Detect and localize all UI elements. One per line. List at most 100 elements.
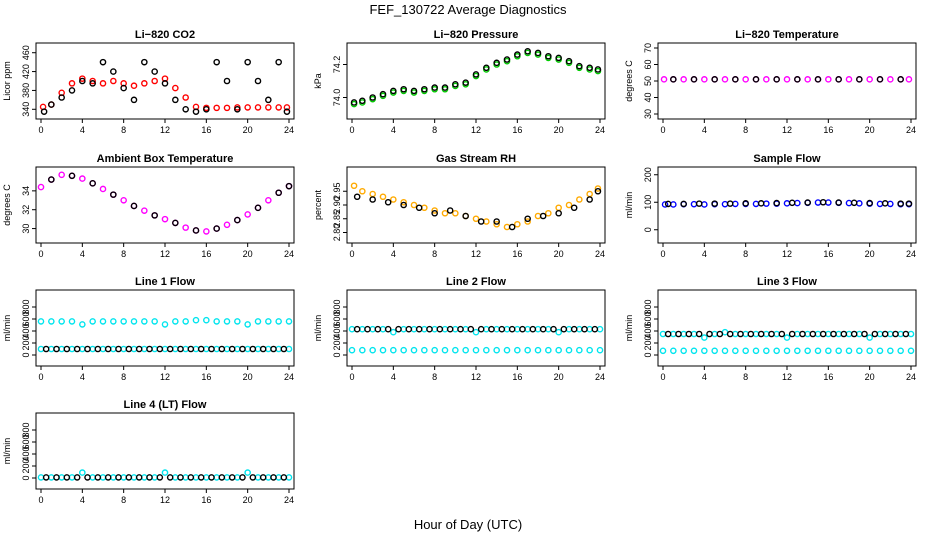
data-point bbox=[835, 330, 842, 338]
data-point bbox=[845, 330, 853, 338]
data-point bbox=[695, 330, 703, 338]
data-point bbox=[223, 318, 231, 325]
data-point bbox=[534, 346, 542, 354]
data-point bbox=[788, 330, 796, 338]
data-point bbox=[141, 58, 148, 66]
data-point bbox=[203, 105, 210, 113]
data-point bbox=[42, 345, 50, 353]
data-point bbox=[659, 330, 667, 338]
data-point bbox=[400, 325, 407, 333]
data-point bbox=[68, 318, 76, 325]
x-tick-label: 20 bbox=[554, 372, 564, 382]
data-point bbox=[40, 108, 48, 115]
data-point bbox=[446, 325, 454, 333]
data-point bbox=[104, 345, 112, 353]
data-point bbox=[182, 318, 189, 325]
data-point bbox=[156, 474, 164, 481]
data-point bbox=[348, 346, 356, 354]
data-point bbox=[825, 76, 832, 83]
data-point bbox=[866, 76, 873, 83]
data-point bbox=[747, 330, 755, 338]
data-point bbox=[130, 96, 138, 104]
series-2 bbox=[348, 346, 604, 354]
data-point bbox=[721, 347, 729, 355]
data-point bbox=[239, 474, 246, 481]
data-point bbox=[275, 474, 282, 481]
data-point bbox=[441, 346, 449, 354]
y-axis-label: degrees C bbox=[2, 184, 12, 226]
data-point bbox=[680, 76, 687, 83]
y-tick-label: 200 bbox=[21, 335, 31, 350]
data-point bbox=[135, 474, 143, 481]
y-tick-label: 200 bbox=[643, 335, 653, 350]
figure-title: FEF_130722 Average Diagnostics bbox=[369, 2, 567, 17]
x-tick-label: 24 bbox=[906, 249, 916, 259]
x-tick-label: 0 bbox=[349, 372, 354, 382]
data-point bbox=[757, 330, 765, 338]
data-point bbox=[897, 200, 904, 207]
y-tick-label: 32 bbox=[21, 205, 31, 215]
data-point bbox=[89, 345, 96, 353]
data-point bbox=[254, 474, 262, 481]
data-point bbox=[483, 218, 490, 225]
data-point bbox=[462, 346, 469, 354]
data-point bbox=[441, 325, 449, 333]
y-tick-label: 800 bbox=[21, 422, 31, 437]
data-point bbox=[239, 345, 246, 353]
data-point bbox=[819, 330, 827, 338]
panel-title: Ambient Box Temperature bbox=[97, 153, 234, 165]
data-point bbox=[488, 325, 495, 333]
y-tick-label: 800 bbox=[643, 299, 653, 314]
panel-8: Line 2 Flow ml/min 0 4 8 12 16 20 24 0 20040060080… bbox=[313, 276, 606, 382]
data-point bbox=[99, 80, 107, 87]
data-point bbox=[472, 346, 480, 354]
data-point bbox=[519, 325, 526, 333]
data-point bbox=[223, 345, 231, 353]
data-point bbox=[410, 346, 418, 354]
data-point bbox=[436, 325, 444, 333]
x-tick-label: 4 bbox=[80, 495, 85, 505]
data-point bbox=[151, 345, 158, 353]
x-tick-label: 8 bbox=[432, 249, 437, 259]
data-point bbox=[390, 196, 397, 203]
data-point bbox=[120, 345, 127, 353]
data-point bbox=[472, 71, 480, 78]
data-point bbox=[783, 334, 791, 341]
data-point bbox=[42, 474, 50, 481]
y-tick-label: 0 bbox=[332, 352, 342, 357]
data-point bbox=[814, 347, 822, 355]
y-tick-label: 600 bbox=[332, 311, 342, 326]
data-point bbox=[79, 321, 86, 328]
data-point bbox=[819, 198, 827, 206]
data-point bbox=[187, 345, 195, 353]
data-point bbox=[534, 212, 542, 220]
panel-9: Line 3 Flow ml/min 0 4 8 12 16 20 24 0 20040060080… bbox=[624, 276, 917, 382]
data-point bbox=[359, 346, 366, 354]
data-point bbox=[182, 105, 189, 113]
data-point bbox=[213, 345, 220, 353]
data-point bbox=[757, 200, 765, 207]
data-point bbox=[192, 316, 200, 324]
data-point bbox=[690, 330, 698, 338]
data-point bbox=[48, 474, 55, 481]
data-point bbox=[534, 325, 542, 333]
data-point bbox=[576, 325, 583, 333]
data-point bbox=[794, 330, 801, 338]
data-point bbox=[670, 347, 677, 355]
data-point bbox=[120, 196, 127, 204]
data-point bbox=[871, 330, 879, 338]
panel-1: Li−820 CO2 Licor ppm 0 4 8 12 16 20 24 340 380 420 4… bbox=[2, 29, 295, 135]
data-point bbox=[545, 52, 552, 60]
data-point bbox=[68, 172, 76, 180]
data-point bbox=[452, 81, 459, 88]
data-point bbox=[850, 199, 858, 207]
y-tick-label: 74.2 bbox=[332, 56, 342, 74]
data-point bbox=[259, 345, 267, 353]
data-point bbox=[809, 330, 817, 338]
x-tick-label: 24 bbox=[284, 495, 294, 505]
panel-4: Ambient Box Temperature degrees C 0 4 8 12 16 2… bbox=[2, 153, 295, 259]
data-point bbox=[68, 87, 76, 94]
data-point bbox=[192, 345, 200, 353]
data-point bbox=[400, 85, 407, 93]
